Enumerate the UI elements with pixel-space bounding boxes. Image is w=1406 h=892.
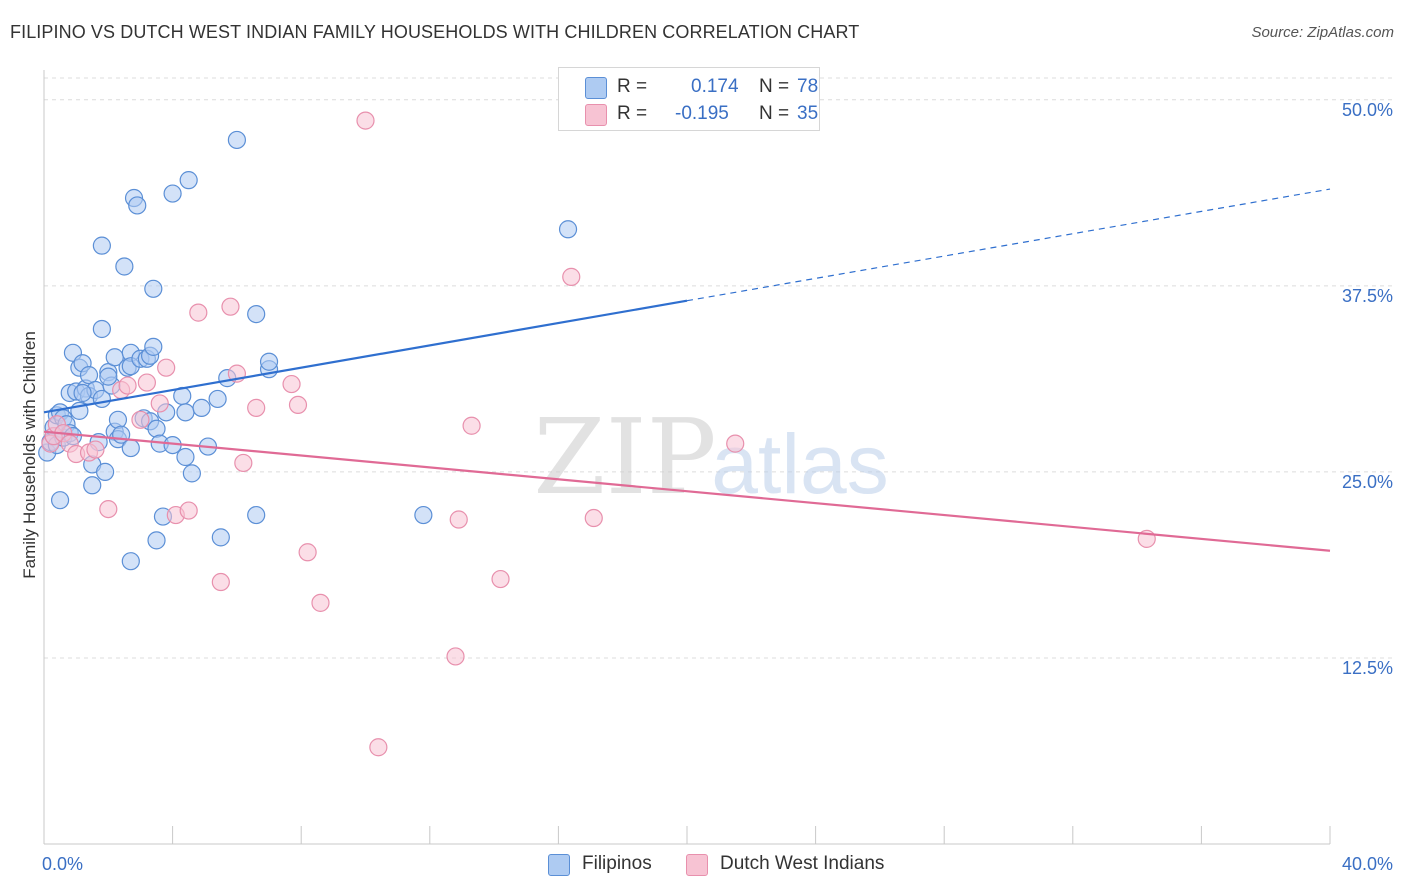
- filipinos-point: [227, 130, 246, 150]
- legend-label: Filipinos: [582, 853, 652, 874]
- dutch-west-indians-point: [726, 434, 745, 453]
- filipinos-point: [558, 220, 578, 239]
- filipinos-point: [211, 528, 230, 547]
- dutch-west-indians-point: [99, 499, 118, 519]
- dutch-west-indians-point: [369, 738, 388, 757]
- filipinos-point: [108, 410, 128, 429]
- dutch-west-indians-point: [189, 303, 208, 322]
- filipinos-point: [50, 491, 70, 510]
- dutch-west-indians-point: [211, 572, 230, 592]
- filipinos-point: [99, 367, 118, 386]
- correlation-legend: R = 0.174 N = 78 R = -0.195 N = 35: [558, 67, 820, 131]
- filipinos-point: [128, 196, 147, 215]
- filipinos-trend-projection: [686, 188, 1331, 302]
- r-value: 0.174: [691, 76, 739, 97]
- r-label: R =: [617, 76, 648, 97]
- watermark-zip: ZIP: [533, 396, 716, 518]
- filipinos-point: [247, 305, 266, 324]
- dutch-west-indians-swatch: [686, 854, 708, 876]
- filipinos-point: [73, 383, 92, 403]
- filipinos-swatch: [585, 77, 607, 99]
- r-value: -0.195: [675, 103, 729, 124]
- filipinos-point: [163, 184, 182, 203]
- filipinos-point: [115, 257, 134, 276]
- dutch-west-indians-point: [584, 508, 603, 528]
- legend-label: Dutch West Indians: [720, 853, 885, 874]
- filipinos-point: [208, 389, 227, 409]
- dutch-west-indians-point: [131, 410, 150, 429]
- dutch-west-indians-point: [157, 358, 176, 377]
- y-tick-label: 25.0%: [1342, 472, 1393, 492]
- dutch-west-indians-point: [562, 267, 581, 286]
- dutch-west-indians-point: [311, 593, 330, 612]
- source-credit: Source: ZipAtlas.com: [1251, 24, 1394, 41]
- filipinos-point: [259, 352, 279, 371]
- dutch-west-indians-point: [298, 543, 317, 562]
- filipinos-point: [247, 505, 266, 525]
- dutch-west-indians-point: [179, 501, 198, 520]
- dutch-west-indians-point: [282, 374, 301, 394]
- filipinos-trend-line: [43, 299, 688, 414]
- dutch-west-indians-point: [234, 453, 253, 473]
- x-tick-label: 0.0%: [42, 854, 83, 874]
- filipinos-point: [83, 476, 102, 495]
- filipinos-point: [414, 505, 433, 525]
- n-value: 35: [797, 103, 819, 124]
- dutch-west-indians-point: [118, 376, 137, 395]
- filipinos-point: [144, 279, 163, 298]
- dutch-west-indians-swatch: [585, 104, 607, 126]
- n-label: N =: [759, 76, 790, 97]
- r-label: R =: [617, 103, 648, 124]
- filipinos-point: [182, 464, 201, 483]
- grid-lines: [44, 77, 1392, 659]
- filipinos-point: [176, 403, 195, 422]
- x-tick-label: 40.0%: [1342, 854, 1393, 874]
- filipinos-point: [95, 462, 115, 481]
- filipinos-point: [144, 337, 163, 356]
- filipinos-point: [176, 447, 195, 467]
- trend-lines: [43, 188, 1331, 552]
- y-tick-label: 12.5%: [1342, 658, 1393, 678]
- dutch-west-indians-trend-line: [43, 430, 1331, 552]
- dutch-west-indians-point: [491, 569, 510, 589]
- n-label: N =: [759, 103, 790, 124]
- data-points: [38, 111, 1156, 757]
- chart-title: FILIPINO VS DUTCH WEST INDIAN FAMILY HOU…: [10, 22, 860, 42]
- filipinos-point: [192, 398, 211, 417]
- dutch-west-indians-point: [86, 440, 105, 459]
- dutch-west-indians-point: [462, 416, 481, 435]
- dutch-west-indians-point: [449, 510, 468, 529]
- dutch-west-indians-point: [288, 395, 308, 415]
- filipinos-point: [121, 552, 140, 571]
- dutch-west-indians-point: [356, 111, 375, 130]
- filipinos-point: [92, 319, 111, 339]
- dutch-west-indians-point: [137, 373, 156, 392]
- tick-labels: 12.5% 25.0% 37.5% 50.0% 0.0% 40.0%: [42, 100, 1393, 874]
- filipinos-point: [147, 419, 166, 438]
- filipinos-point: [179, 171, 198, 190]
- filipinos-swatch: [548, 854, 570, 876]
- y-tick-label: 50.0%: [1342, 100, 1393, 120]
- filipinos-point: [147, 531, 166, 550]
- n-value: 78: [797, 76, 819, 97]
- filipinos-point: [92, 236, 111, 255]
- dutch-west-indians-point: [150, 394, 169, 413]
- y-tick-label: 37.5%: [1342, 286, 1393, 306]
- dutch-west-indians-point: [247, 398, 266, 417]
- filipinos-point: [121, 438, 140, 458]
- dutch-west-indians-point: [446, 647, 465, 666]
- dutch-west-indians-point: [221, 297, 240, 316]
